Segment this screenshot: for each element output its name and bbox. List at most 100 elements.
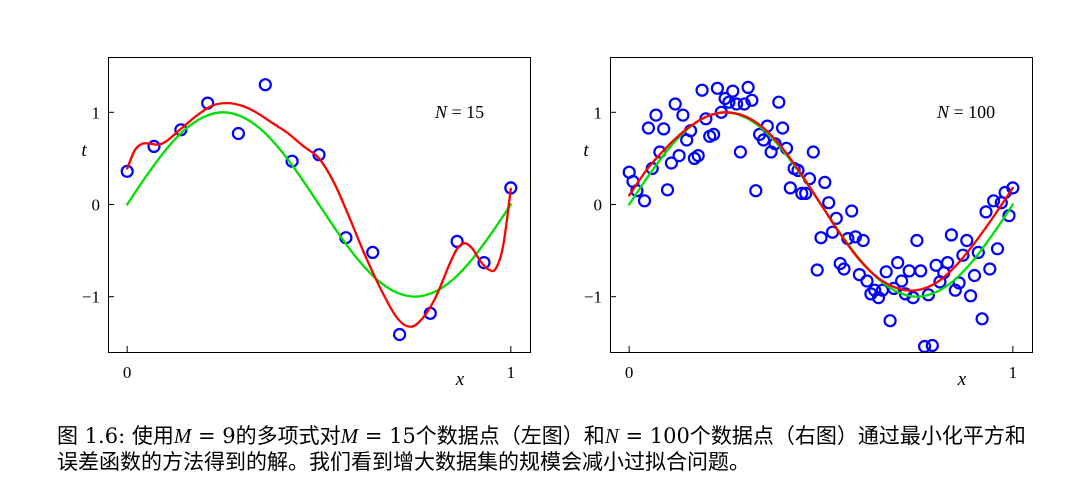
data-point [940, 256, 955, 270]
data-point [641, 121, 656, 135]
data-point [871, 291, 886, 305]
data-point [806, 145, 820, 159]
math-variable: N [604, 424, 619, 448]
caption-text: = 9的多项式对 [191, 424, 341, 448]
x-axis-label: x [455, 369, 465, 390]
data-point [691, 149, 705, 163]
data-point [894, 274, 909, 288]
data-point [637, 194, 652, 208]
x-tick-label: 1 [507, 363, 516, 382]
data-point [477, 256, 491, 270]
data-point [657, 122, 671, 136]
data-point [783, 181, 797, 195]
figure-caption: 图 1.6: 使用M = 9的多项式对M = 15个数据点（左图）和N = 10… [57, 423, 1077, 475]
data-point [986, 194, 1001, 208]
data-point [845, 204, 859, 218]
y-axis-label: t [81, 140, 87, 161]
data-point [649, 108, 663, 122]
data-point [837, 262, 851, 276]
data-point [944, 228, 959, 242]
data-point [660, 183, 675, 197]
data-point [672, 149, 686, 163]
y-tick-label: 0 [92, 196, 101, 215]
data-point [883, 314, 897, 328]
annotation-symbol: N [936, 102, 950, 122]
data-point [983, 262, 997, 276]
data-point [848, 230, 863, 244]
y-tick-label: −1 [584, 288, 602, 307]
x-tick-label: 0 [625, 363, 634, 382]
sample-size-annotation: N = 15 [434, 102, 484, 122]
caption-line-2: 误差函数的方法得到的解。我们看到增大数据集的规模会减小过拟合问题。 [57, 450, 750, 474]
data-point [710, 81, 725, 95]
data-point [979, 205, 993, 219]
data-point [868, 283, 882, 297]
data-point [791, 163, 805, 177]
data-point [729, 97, 744, 111]
data-point [952, 276, 966, 290]
x-tick-label: 0 [123, 363, 132, 382]
annotation-symbol: N [434, 102, 448, 122]
true-function-curve [126, 111, 512, 298]
data-point [971, 245, 985, 259]
data-point [726, 84, 740, 98]
data-point [956, 248, 970, 262]
data-point [814, 231, 828, 245]
sample-size-annotation: N = 100 [936, 102, 995, 122]
caption-text: 图 1.6: 使用 [57, 424, 174, 448]
data-point [706, 127, 721, 141]
data-points [622, 80, 1020, 354]
caption-line-1: 图 1.6: 使用M = 9的多项式对M = 15个数据点（左图）和N = 10… [57, 423, 1077, 449]
data-point [722, 95, 736, 109]
y-tick-label: 1 [594, 103, 603, 122]
data-point [745, 93, 759, 107]
data-point [925, 338, 939, 353]
right-plot: 1 0 −1 0 1 x t N = 100 [583, 57, 1033, 390]
data-point [891, 256, 905, 270]
data-point [818, 175, 832, 189]
fitted-polynomial-curve [628, 111, 1014, 292]
data-point [733, 145, 748, 159]
data-point [810, 263, 824, 277]
data-point [860, 274, 874, 288]
data-point [879, 265, 893, 279]
data-point [668, 97, 682, 111]
x-tick-label: 1 [1009, 363, 1018, 382]
figure-plots: 1 0 −1 0 1 x t N = 15 1 0 −1 0 1 x t N = 100 [81, 57, 1033, 390]
data-point [741, 80, 755, 95]
data-point [450, 234, 464, 248]
y-tick-label: −1 [82, 288, 100, 307]
data-point [258, 78, 272, 92]
data-point [902, 264, 916, 278]
data-point [963, 289, 978, 303]
y-tick-label: 0 [594, 196, 603, 215]
x-axis-label: x [957, 369, 967, 390]
data-point [775, 121, 790, 135]
data-point [852, 268, 867, 282]
y-tick-label: 1 [92, 103, 101, 122]
data-point [695, 83, 709, 97]
data-point [1006, 181, 1020, 195]
data-point [795, 186, 809, 200]
data-point [914, 264, 928, 278]
annotation-value: = 100 [949, 102, 995, 122]
data-point [393, 327, 407, 342]
data-point [366, 245, 380, 259]
data-point [749, 184, 763, 198]
fitted-polynomial-curve [126, 101, 512, 328]
data-point [756, 133, 771, 147]
data-point [948, 283, 962, 297]
data-point [799, 186, 813, 200]
data-point [772, 95, 786, 109]
data-point [910, 233, 924, 248]
left-plot: 1 0 −1 0 1 x t N = 15 [81, 57, 531, 390]
data-point [147, 139, 161, 153]
annotation-value: = 15 [447, 102, 484, 122]
data-point [664, 156, 679, 170]
y-axis-label: t [583, 140, 589, 161]
math-variable: M [340, 424, 359, 448]
data-point [921, 288, 936, 302]
data-point [676, 108, 690, 122]
data-point [231, 126, 245, 141]
